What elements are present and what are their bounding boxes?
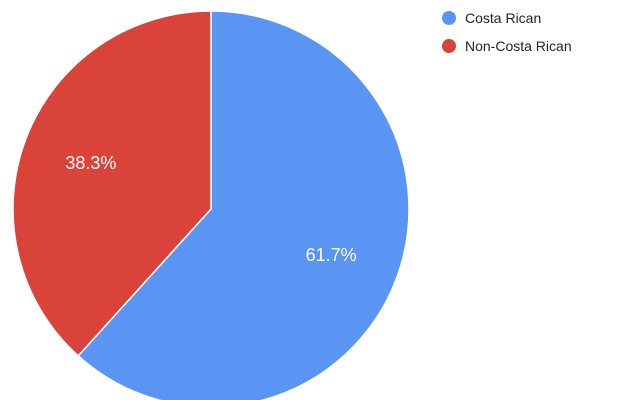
pie-slice-labels: 61.7% 38.3% (65, 153, 356, 265)
slice-label-non-costa-rican: 38.3% (65, 153, 116, 173)
slice-label-costa-rican: 61.7% (306, 245, 357, 265)
legend: Costa Rican Non-Costa Rican (442, 10, 572, 54)
legend-swatch-costa-rican (442, 11, 456, 25)
pie-slices (12, 10, 410, 400)
legend-item-costa-rican[interactable]: Costa Rican (442, 10, 541, 26)
pie-slice-costa-rican[interactable] (77, 10, 410, 400)
legend-label-costa-rican: Costa Rican (465, 10, 541, 26)
pie-slice-non-costa-rican[interactable] (12, 10, 212, 357)
legend-item-non-costa-rican[interactable]: Non-Costa Rican (442, 38, 572, 54)
legend-swatch-non-costa-rican (442, 39, 456, 53)
legend-label-non-costa-rican: Non-Costa Rican (465, 38, 572, 54)
